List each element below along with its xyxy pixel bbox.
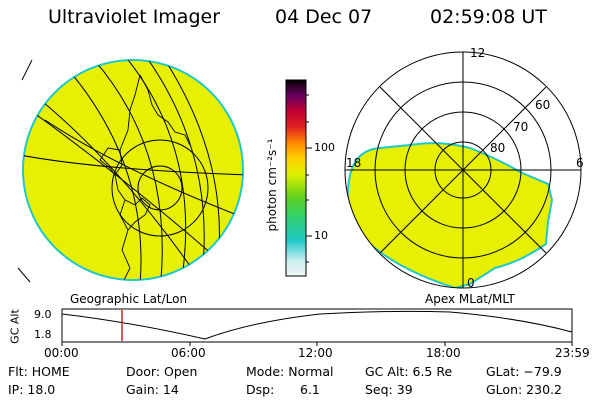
glat: GLat: −79.9 (486, 364, 562, 379)
gc-alt: GC Alt: 6.5 Re (365, 364, 453, 379)
mlt-18: 18 (346, 156, 362, 170)
glon: GLon: 230.2 (486, 382, 562, 397)
title: Ultraviolet Imager (48, 6, 221, 28)
apex-polar-plot (344, 51, 582, 289)
door: Door: Open (126, 364, 198, 379)
mlat-70: 70 (513, 120, 529, 134)
mlat-60: 60 (535, 98, 551, 112)
alt-ytick-9: 9.0 (34, 308, 52, 321)
colorbar-label: photon cm⁻²s⁻¹ (265, 138, 279, 232)
colorbar-tick-10: 10 (314, 229, 328, 242)
colorbar (285, 79, 312, 277)
colorbar-gradient (285, 79, 307, 277)
mlt-12: 12 (470, 46, 486, 60)
right-caption: Apex MLat/MLT (425, 292, 515, 306)
alt-ytick-1.8: 1.8 (34, 328, 52, 341)
altitude-curve (61, 310, 573, 340)
mlt-0: 0 (467, 276, 475, 290)
gain: Gain: 14 (126, 382, 179, 397)
alt-xtick-1: 06:00 (171, 346, 206, 360)
colorbar-tick-100: 100 (314, 141, 335, 154)
alt-xtick-2: 12:00 (298, 346, 333, 360)
mlat-80: 80 (490, 141, 506, 155)
filter: Flt: HOME (8, 364, 70, 379)
geographic-image (17, 59, 244, 283)
altitude-plot (61, 308, 573, 346)
ip: IP: 18.0 (8, 382, 56, 397)
alt-ylabel: GC Alt (8, 309, 22, 344)
alt-xtick-3: 18:00 (426, 346, 461, 360)
alt-xtick-4: 23:59 (555, 346, 590, 360)
left-caption: Geographic Lat/Lon (70, 292, 188, 306)
mode: Mode: Normal (246, 364, 334, 379)
dsp-label: Dsp: (246, 382, 275, 397)
time: 02:59:08 UT (430, 6, 547, 28)
mlt-6: 6 (576, 156, 584, 170)
alt-xtick-0: 00:00 (44, 346, 79, 360)
auroral-oval (346, 142, 554, 288)
dsp-value: 6.1 (300, 382, 320, 397)
seq: Seq: 39 (365, 382, 413, 397)
date: 04 Dec 07 (275, 6, 373, 28)
